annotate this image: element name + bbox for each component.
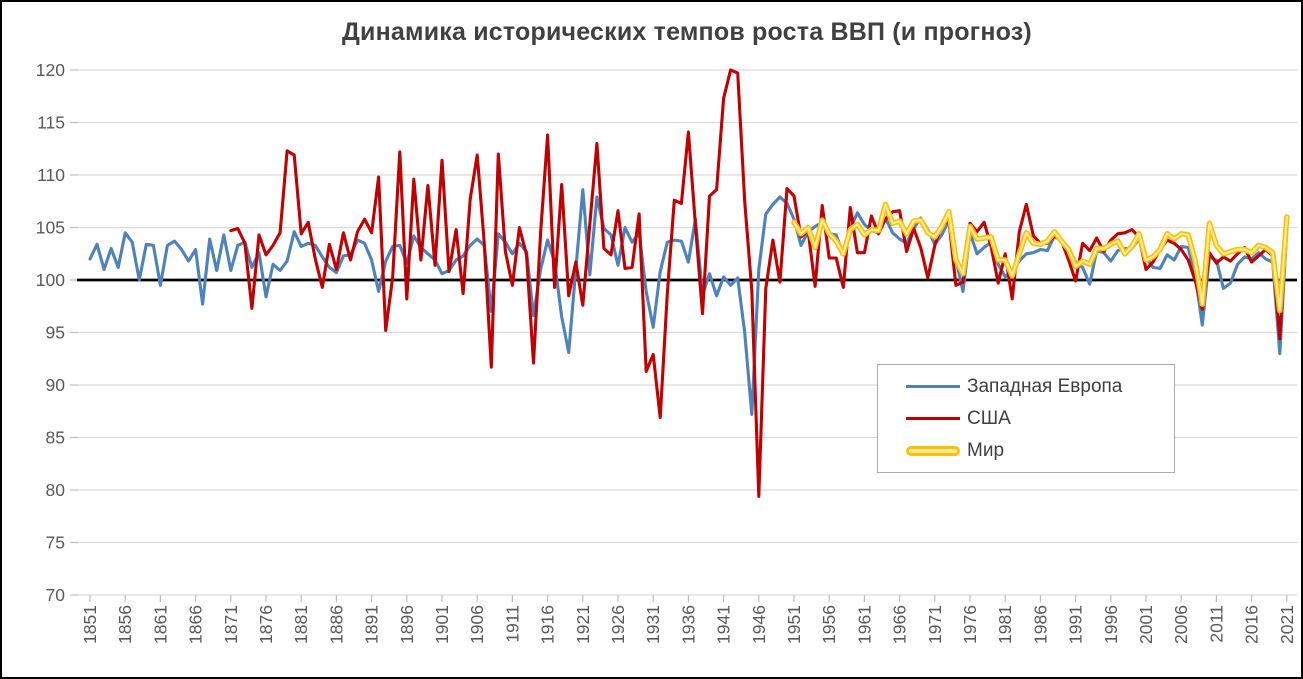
series-line-world-core (792, 203, 1288, 312)
y-tick-label: 120 (36, 60, 65, 80)
y-tick-label: 110 (37, 165, 65, 185)
x-tick-label: 1876 (256, 605, 276, 644)
x-tick-label: 1991 (1066, 605, 1086, 644)
y-tick-label: 100 (36, 270, 65, 290)
series-line-usa (229, 68, 1289, 498)
x-tick-label: 1926 (608, 605, 628, 644)
x-tick-label: 1971 (925, 605, 945, 644)
legend-swatch-europe-line (906, 384, 960, 389)
x-tick-label: 1981 (995, 605, 1015, 644)
y-tick-label: 80 (46, 480, 66, 500)
x-tick-label: 2021 (1277, 605, 1297, 644)
x-tick-label: 1931 (643, 605, 663, 644)
x-tick-label: 1861 (150, 605, 170, 644)
x-tick-label: 2016 (1242, 605, 1262, 644)
legend-label-usa: США (967, 408, 1011, 429)
series-line-europe (88, 188, 1289, 416)
x-tick-label: 2001 (1136, 605, 1156, 644)
x-tick-label: 1896 (397, 605, 417, 644)
x-tick-label: 1951 (784, 605, 804, 644)
x-tick-label: 1886 (326, 605, 346, 644)
x-tick-label: 1946 (749, 605, 769, 644)
x-tick-label: 1866 (186, 605, 206, 644)
x-tick-label: 1956 (819, 605, 839, 644)
y-tick-label: 75 (46, 533, 65, 553)
x-tick-label: 1966 (890, 605, 910, 644)
legend-item-world: Мир (906, 438, 1160, 463)
x-tick-label: 1881 (291, 605, 311, 644)
x-tick-label: 1921 (573, 605, 593, 644)
legend-item-europe: Западная Европа (906, 374, 1160, 399)
legend-swatch-usa-line (906, 416, 960, 421)
x-tick-label: 1976 (960, 605, 980, 644)
x-tick-label: 1891 (362, 605, 382, 644)
y-tick-label: 95 (46, 323, 65, 343)
x-tick-label: 1901 (432, 605, 452, 644)
x-tick-label: 1996 (1101, 605, 1121, 644)
chart-title: Динамика исторических темпов роста ВВП (… (342, 18, 1032, 46)
y-tick-label: 90 (46, 375, 66, 395)
x-tick-label: 2011 (1206, 605, 1226, 643)
legend-label-europe: Западная Европа (967, 376, 1123, 397)
x-tick-label: 1916 (538, 605, 558, 644)
x-tick-label: 2006 (1171, 605, 1191, 644)
legend-swatch-world-line (906, 445, 960, 456)
x-tick-label: 1961 (854, 605, 874, 644)
y-tick-label: 85 (46, 428, 65, 448)
x-tick-label: 1986 (1030, 605, 1050, 644)
legend-label-world: Мир (967, 440, 1005, 461)
x-tick-label: 1856 (115, 605, 135, 644)
x-tick-label: 1871 (221, 605, 241, 644)
y-tick-label: 105 (36, 218, 65, 238)
legend-item-usa: США (906, 406, 1160, 431)
y-tick-label: 70 (46, 585, 66, 605)
x-tick-label: 1911 (502, 605, 522, 643)
x-tick-label: 1851 (80, 605, 100, 644)
x-tick-label: 1936 (678, 605, 698, 644)
x-tick-label: 1941 (714, 605, 734, 644)
x-tick-label: 1906 (467, 605, 487, 644)
y-tick-label: 115 (37, 113, 65, 133)
legend: Западная Европа США Мир (877, 364, 1175, 473)
